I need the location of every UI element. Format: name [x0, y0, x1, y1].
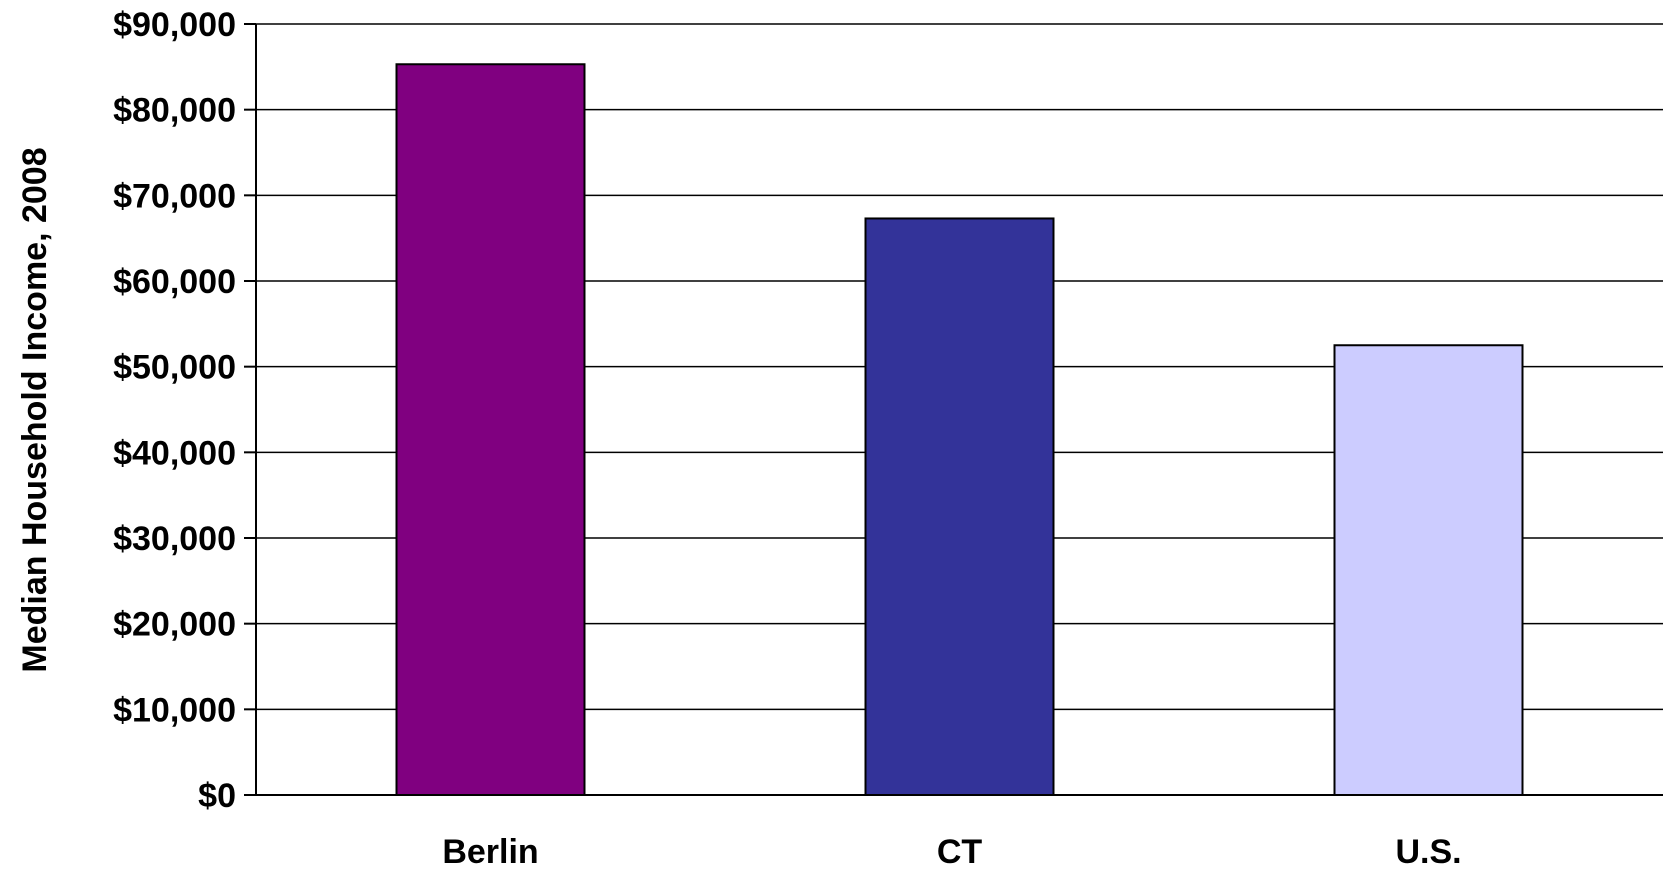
bar-berlin — [395, 63, 586, 797]
category-label: CT — [937, 833, 983, 870]
bars — [395, 63, 1524, 797]
axes — [255, 24, 1663, 796]
y-tick-label: $30,000 — [113, 520, 236, 558]
category-label: U.S. — [1395, 833, 1461, 870]
y-tick-label: $50,000 — [113, 349, 236, 387]
y-tick-label: $90,000 — [113, 6, 236, 44]
y-tick-label: $10,000 — [113, 691, 236, 729]
category-labels: Berlin CT U.S. — [442, 833, 1461, 870]
y-tick-label: $60,000 — [113, 263, 236, 301]
y-tick-labels: $0 $10,000 $20,000 $30,000 $40,000 $50,000 $60… — [113, 6, 256, 815]
category-label: Berlin — [442, 833, 538, 870]
y-tick-label: $80,000 — [113, 92, 236, 130]
y-tick-label: $70,000 — [113, 177, 236, 215]
bar-ct — [864, 217, 1055, 797]
y-tick-label: $0 — [198, 777, 236, 815]
y-axis-title: Median Household Income, 2008 — [16, 147, 54, 672]
y-tick-label: $20,000 — [113, 606, 236, 644]
y-tick-label: $40,000 — [113, 434, 236, 472]
bar-us — [1333, 344, 1524, 796]
